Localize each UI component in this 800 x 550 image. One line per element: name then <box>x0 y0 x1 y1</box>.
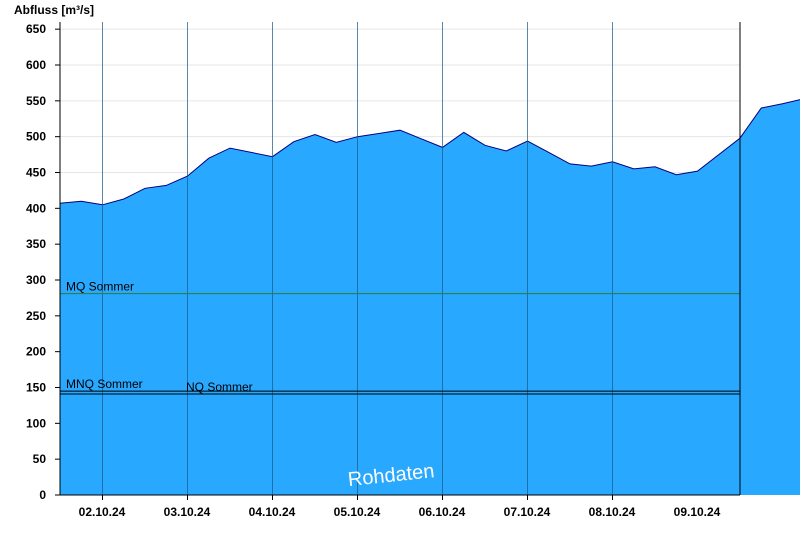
y-ticks: 0 50 100 150 200 250 300 350 400 450 500 550 600 650 <box>26 22 60 502</box>
reference-label: MQ Sommer <box>66 280 134 294</box>
day-separators <box>102 22 613 495</box>
discharge-area <box>60 99 800 495</box>
x-tick-label: 04.10.24 <box>249 505 296 519</box>
reference-lines: MQ Sommer MNQ Sommer NQ Sommer <box>60 280 740 395</box>
x-ticks: 02.10.24 03.10.24 04.10.24 05.10.24 06.10.24… <box>79 495 721 519</box>
y-tick-label: 600 <box>26 58 46 72</box>
y-tick-label: 250 <box>26 309 46 323</box>
x-tick-label: 07.10.24 <box>504 505 551 519</box>
y-tick-label: 450 <box>26 166 46 180</box>
y-axis-title: Abfluss [m³/s] <box>14 3 94 17</box>
y-tick-label: 400 <box>26 201 46 215</box>
y-tick-label: 50 <box>33 452 47 466</box>
discharge-line <box>59 99 800 206</box>
x-tick-label: 05.10.24 <box>334 505 381 519</box>
x-tick-label: 02.10.24 <box>79 505 126 519</box>
y-tick-label: 550 <box>26 94 46 108</box>
y-tick-label: 650 <box>26 22 46 36</box>
x-tick-label: 09.10.24 <box>674 505 721 519</box>
y-tick-label: 100 <box>26 416 46 430</box>
y-tick-label: 200 <box>26 345 46 359</box>
y-tick-label: 500 <box>26 130 46 144</box>
y-tick-label: 150 <box>26 381 46 395</box>
y-tick-label: 0 <box>39 488 46 502</box>
x-tick-label: 06.10.24 <box>419 505 466 519</box>
reference-label: NQ Sommer <box>186 380 253 394</box>
y-tick-label: 300 <box>26 273 46 287</box>
reference-label: MNQ Sommer <box>66 377 143 391</box>
x-tick-label: 03.10.24 <box>164 505 211 519</box>
x-tick-label: 08.10.24 <box>589 505 636 519</box>
y-tick-label: 350 <box>26 237 46 251</box>
